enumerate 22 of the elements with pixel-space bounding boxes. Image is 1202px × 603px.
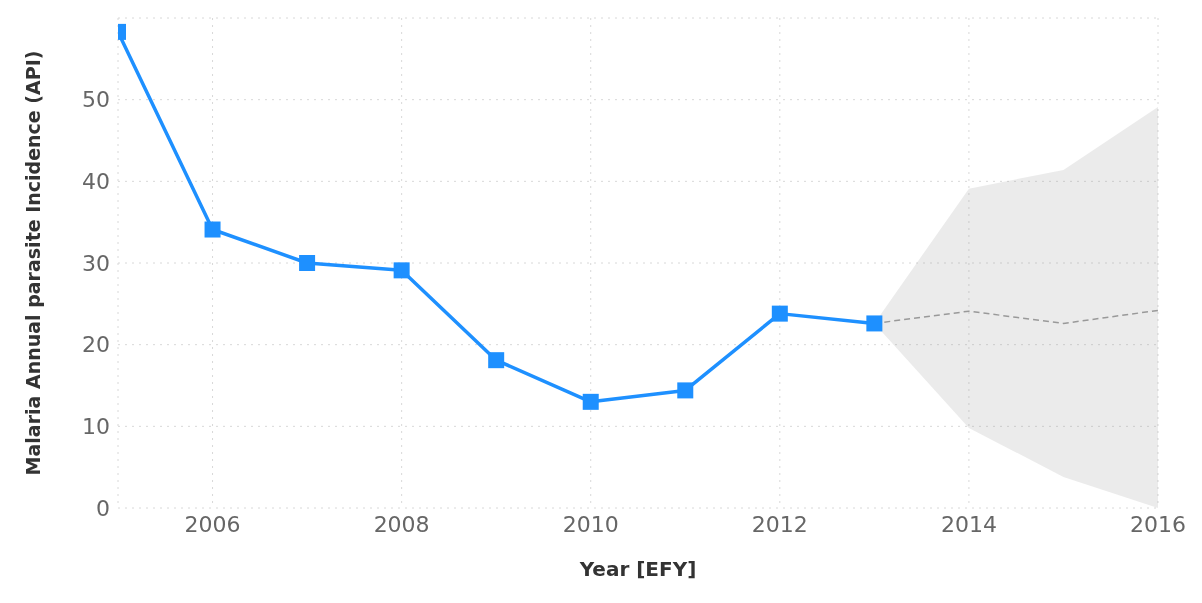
point [299, 255, 316, 271]
x-tick-label: 2012 [751, 511, 808, 537]
point [771, 305, 788, 322]
y-tick-label: 30 [82, 250, 110, 276]
y-axis-title: Malaria Annual parasite Incidence (API) [21, 50, 44, 476]
x-tick-label: 2008 [373, 511, 430, 537]
point [866, 315, 883, 332]
y-tick-label: 10 [82, 414, 110, 440]
point [677, 382, 694, 399]
y-tick-label: 20 [82, 332, 110, 358]
x-tick-label: 2016 [1130, 511, 1186, 537]
x-tick-label: 2006 [184, 511, 241, 537]
point [582, 393, 599, 410]
x-tick-label: 2014 [940, 511, 997, 537]
point [204, 221, 221, 238]
y-tick-label: 40 [82, 169, 110, 195]
point [488, 352, 505, 369]
x-tick-label: 2010 [562, 511, 619, 537]
y-tick-label: 50 [82, 87, 110, 113]
y-tick-label: 0 [96, 495, 110, 521]
x-axis-title: Year [EFY] [578, 557, 697, 581]
point [393, 262, 410, 279]
